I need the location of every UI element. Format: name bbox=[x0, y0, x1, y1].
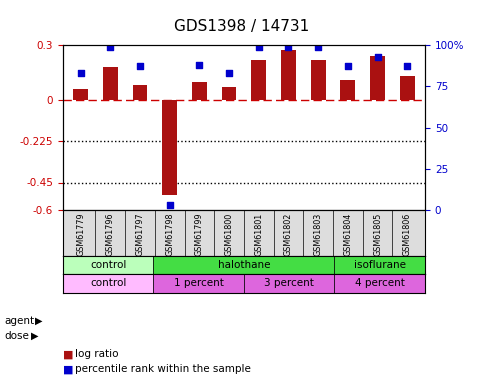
Text: GSM61805: GSM61805 bbox=[373, 212, 382, 256]
Point bbox=[166, 202, 173, 208]
Bar bbox=[311, 60, 326, 100]
Text: GSM61800: GSM61800 bbox=[225, 212, 234, 256]
Point bbox=[196, 62, 203, 68]
Bar bbox=[63, 274, 154, 292]
Point bbox=[255, 44, 263, 50]
Bar bbox=[162, 100, 177, 195]
Text: GSM61796: GSM61796 bbox=[106, 212, 115, 256]
Bar bbox=[73, 89, 88, 100]
Text: percentile rank within the sample: percentile rank within the sample bbox=[75, 364, 251, 374]
Text: ■: ■ bbox=[63, 350, 73, 359]
Text: GSM61801: GSM61801 bbox=[254, 212, 263, 256]
Bar bbox=[400, 76, 414, 100]
Bar bbox=[335, 274, 425, 292]
Text: ■: ■ bbox=[63, 364, 73, 374]
Bar bbox=[341, 80, 355, 100]
Point bbox=[284, 44, 292, 50]
Bar bbox=[192, 82, 207, 100]
Bar bbox=[154, 256, 334, 274]
Text: dose: dose bbox=[5, 331, 30, 340]
Text: GSM61806: GSM61806 bbox=[403, 212, 412, 256]
Point bbox=[106, 44, 114, 50]
Bar bbox=[281, 51, 296, 100]
Point bbox=[403, 63, 411, 69]
Bar bbox=[222, 87, 237, 100]
Text: 4 percent: 4 percent bbox=[355, 279, 405, 288]
Text: ▶: ▶ bbox=[31, 331, 39, 340]
Bar bbox=[103, 67, 118, 100]
Point bbox=[374, 54, 382, 60]
Text: control: control bbox=[90, 260, 126, 270]
Text: 3 percent: 3 percent bbox=[264, 279, 314, 288]
Point bbox=[225, 70, 233, 76]
Text: halothane: halothane bbox=[218, 260, 270, 270]
Text: control: control bbox=[90, 279, 126, 288]
Text: GSM61803: GSM61803 bbox=[313, 212, 323, 256]
Text: 1 percent: 1 percent bbox=[174, 279, 224, 288]
Bar bbox=[63, 256, 154, 274]
Point bbox=[344, 63, 352, 69]
Text: GSM61802: GSM61802 bbox=[284, 212, 293, 256]
Bar bbox=[244, 274, 334, 292]
Point bbox=[136, 63, 144, 69]
Bar bbox=[335, 256, 425, 274]
Bar bbox=[132, 86, 147, 100]
Text: GSM61804: GSM61804 bbox=[343, 212, 352, 256]
Text: GDS1398 / 14731: GDS1398 / 14731 bbox=[174, 19, 309, 34]
Bar bbox=[370, 56, 385, 100]
Point bbox=[77, 70, 85, 76]
Text: GSM61779: GSM61779 bbox=[76, 212, 85, 256]
Text: isoflurane: isoflurane bbox=[354, 260, 406, 270]
Text: agent: agent bbox=[5, 316, 35, 326]
Point bbox=[314, 44, 322, 50]
Bar bbox=[251, 60, 266, 100]
Text: ▶: ▶ bbox=[35, 316, 43, 326]
Text: log ratio: log ratio bbox=[75, 350, 118, 359]
Bar bbox=[154, 274, 244, 292]
Text: GSM61798: GSM61798 bbox=[165, 212, 174, 256]
Text: GSM61799: GSM61799 bbox=[195, 212, 204, 256]
Text: GSM61797: GSM61797 bbox=[136, 212, 144, 256]
